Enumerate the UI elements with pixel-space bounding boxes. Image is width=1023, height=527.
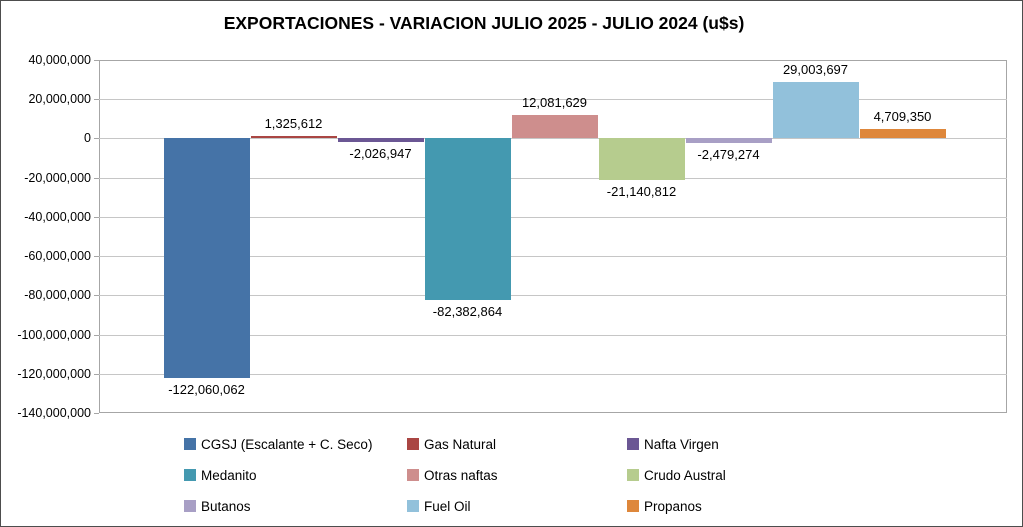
legend-marker-otras-naftas <box>407 469 419 481</box>
data-label-fuel-oil: 29,003,697 <box>782 61 849 77</box>
legend-marker-cgsj-escalante-c-seco <box>184 438 196 450</box>
data-label-medanito: -82,382,864 <box>432 304 503 319</box>
y-axis-tick <box>94 413 99 414</box>
y-axis-label: -140,000,000 <box>17 406 91 420</box>
data-label-crudo-austral: -21,140,812 <box>606 183 677 199</box>
data-label-otras-naftas: 12,081,629 <box>521 94 588 110</box>
y-axis-tick <box>94 335 99 336</box>
y-axis-label: 0 <box>84 131 91 145</box>
gridline <box>99 217 1007 218</box>
bar-butanos <box>685 138 772 144</box>
legend-label: Butanos <box>201 499 251 514</box>
gridline <box>99 178 1007 179</box>
legend-marker-nafta-virgen <box>627 438 639 450</box>
data-label-nafta-virgen: -2,026,947 <box>349 146 412 162</box>
legend-marker-gas-natural <box>407 438 419 450</box>
legend-label: Gas Natural <box>424 437 497 452</box>
y-axis-tick <box>94 374 99 375</box>
y-axis-label: 20,000,000 <box>28 92 91 106</box>
legend-marker-medanito <box>184 469 196 481</box>
bar-gas-natural <box>250 135 337 139</box>
y-axis-tick <box>94 178 99 179</box>
gridline <box>99 295 1007 296</box>
y-axis-label: -120,000,000 <box>17 367 91 381</box>
bar-propanos <box>859 129 946 139</box>
legend-marker-fuel-oil <box>407 500 419 512</box>
y-axis-label: -100,000,000 <box>17 328 91 342</box>
data-label-butanos: -2,479,274 <box>697 147 760 163</box>
y-axis-label: -80,000,000 <box>24 288 91 302</box>
y-axis-tick <box>94 217 99 218</box>
bar-crudo-austral <box>598 138 685 180</box>
data-label-gas-natural: 1,325,612 <box>264 115 323 131</box>
gridline <box>99 256 1007 257</box>
data-label-cgsj-escalante-c-seco: -122,060,062 <box>168 381 245 397</box>
y-axis-tick <box>94 99 99 100</box>
legend-label: Medanito <box>201 468 257 483</box>
gridline <box>99 99 1007 100</box>
bar-otras-naftas <box>511 114 598 139</box>
y-axis-tick <box>94 138 99 139</box>
chart-title: EXPORTACIONES - VARIACION JULIO 2025 - J… <box>223 13 745 33</box>
legend-marker-butanos <box>184 500 196 512</box>
gridline <box>99 138 1007 139</box>
y-axis-tick <box>94 295 99 296</box>
legend-marker-crudo-austral <box>627 469 639 481</box>
y-axis-label: 40,000,000 <box>28 53 91 67</box>
y-axis-label: -40,000,000 <box>24 210 91 224</box>
legend-label: CGSJ (Escalante + C. Seco) <box>201 437 373 452</box>
legend-marker-propanos <box>627 500 639 512</box>
legend-label: Propanos <box>644 499 702 514</box>
y-axis-tick <box>94 256 99 257</box>
gridline <box>99 335 1007 336</box>
legend-label: Fuel Oil <box>424 499 471 514</box>
bar-fuel-oil <box>772 81 859 139</box>
legend-label: Crudo Austral <box>644 468 726 483</box>
y-axis-tick <box>94 60 99 61</box>
bar-cgsj-escalante-c-seco <box>163 138 250 378</box>
legend-label: Nafta Virgen <box>644 437 719 452</box>
y-axis-label: -20,000,000 <box>24 171 91 185</box>
legend-label: Otras naftas <box>424 468 498 483</box>
y-axis-label: -60,000,000 <box>24 249 91 263</box>
gridline <box>99 374 1007 375</box>
bar-medanito <box>424 138 511 300</box>
bar-nafta-virgen <box>337 138 424 143</box>
data-label-propanos: 4,709,350 <box>873 109 932 125</box>
